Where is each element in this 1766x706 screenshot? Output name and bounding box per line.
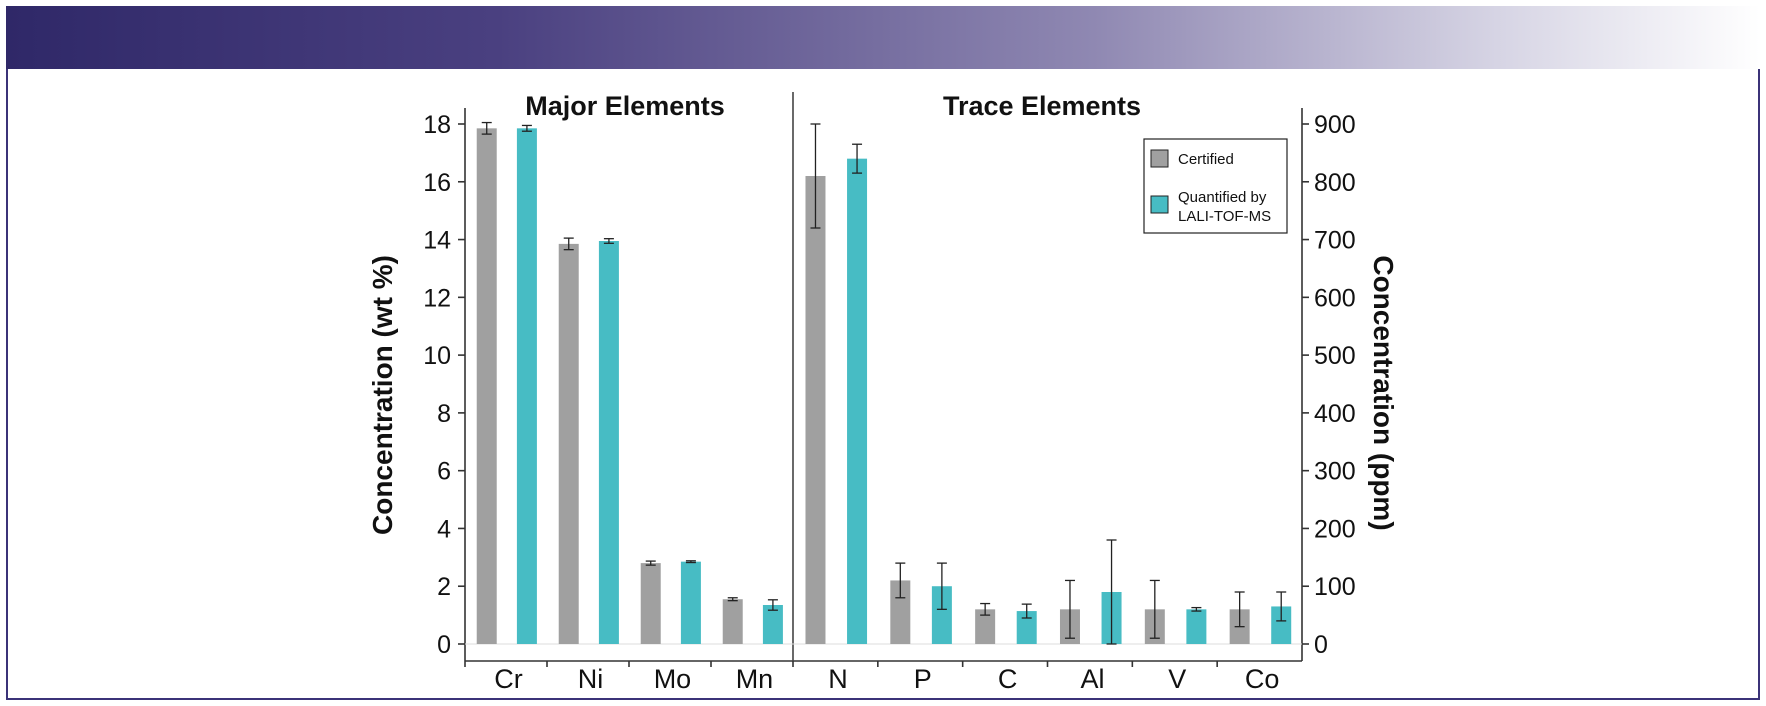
left-y-tick-label: 0 bbox=[437, 631, 451, 659]
left-axis-title: Concentration (wt %) bbox=[367, 255, 398, 535]
right-y-tick-label: 300 bbox=[1314, 458, 1356, 486]
bar-ni-quantified bbox=[598, 241, 619, 644]
left-y-tick-label: 6 bbox=[437, 458, 451, 486]
right-y-tick-label: 800 bbox=[1314, 169, 1356, 197]
legend-label-quantified-line1: Quantified by bbox=[1178, 189, 1267, 206]
bar-c-certified bbox=[975, 609, 996, 644]
x-tick-label: P bbox=[914, 664, 932, 694]
x-tick-label: C bbox=[998, 664, 1018, 694]
legend-label-quantified-line2: LALI-TOF-MS bbox=[1178, 208, 1271, 225]
bar-co-quantified bbox=[1271, 606, 1292, 644]
legend-label-certified: Certified bbox=[1178, 151, 1234, 168]
bar-mn-quantified bbox=[762, 605, 783, 644]
legend: Certified Quantified by LALI-TOF-MS bbox=[1143, 138, 1288, 234]
trace-elements-title: Trace Elements bbox=[943, 91, 1141, 121]
bar-p-certified bbox=[890, 580, 911, 644]
left-y-tick-label: 16 bbox=[423, 169, 451, 197]
plot-area: 0 2 4 6 8 10 12 14 16 18 0 100 200 300 400 500 600 700 800… bbox=[423, 92, 1356, 694]
right-y-tick-label: 600 bbox=[1314, 284, 1356, 312]
right-y-tick-label: 0 bbox=[1314, 631, 1328, 659]
right-axis-title: Concentration (ppm) bbox=[1368, 255, 1399, 530]
bar-n-quantified bbox=[847, 158, 868, 644]
left-y-tick-label: 8 bbox=[437, 400, 451, 428]
legend-swatch-quantified bbox=[1150, 195, 1169, 214]
bar-v-quantified bbox=[1186, 609, 1207, 644]
x-tick-label: Al bbox=[1080, 664, 1104, 694]
bar-ni-certified bbox=[558, 243, 579, 644]
x-tick-label: Ni bbox=[578, 664, 604, 694]
left-y-tick-label: 14 bbox=[423, 227, 451, 255]
right-y-tick-label: 100 bbox=[1314, 573, 1356, 601]
bar-mn-certified bbox=[722, 599, 743, 644]
left-y-tick-label: 18 bbox=[423, 111, 451, 139]
bar-mo-quantified bbox=[680, 561, 701, 644]
bar-c-quantified bbox=[1016, 611, 1037, 644]
x-tick-label: Co bbox=[1245, 664, 1280, 694]
right-y-tick-label: 200 bbox=[1314, 515, 1356, 543]
legend-swatch-certified bbox=[1150, 149, 1169, 168]
x-tick-label: Cr bbox=[494, 664, 523, 694]
bar-mo-certified bbox=[640, 563, 661, 644]
bar-n-certified bbox=[805, 176, 826, 644]
x-tick-label: V bbox=[1168, 664, 1186, 694]
header-banner bbox=[6, 6, 1760, 69]
bar-cr-quantified bbox=[516, 128, 537, 645]
figure-frame bbox=[6, 6, 1760, 700]
x-tick-label: Mn bbox=[736, 664, 774, 694]
right-y-tick-label: 400 bbox=[1314, 400, 1356, 428]
x-tick-label: N bbox=[828, 664, 848, 694]
right-y-tick-label: 500 bbox=[1314, 342, 1356, 370]
right-y-tick-label: 900 bbox=[1314, 111, 1356, 139]
left-y-tick-label: 2 bbox=[437, 573, 451, 601]
x-tick-label: Mo bbox=[654, 664, 692, 694]
bar-p-quantified bbox=[931, 586, 952, 644]
major-elements-title: Major Elements bbox=[525, 91, 725, 121]
left-y-tick-label: 10 bbox=[423, 342, 451, 370]
bar-cr-certified bbox=[476, 128, 497, 645]
left-y-tick-label: 12 bbox=[423, 284, 451, 312]
left-y-tick-label: 4 bbox=[437, 515, 451, 543]
right-y-tick-label: 700 bbox=[1314, 227, 1356, 255]
